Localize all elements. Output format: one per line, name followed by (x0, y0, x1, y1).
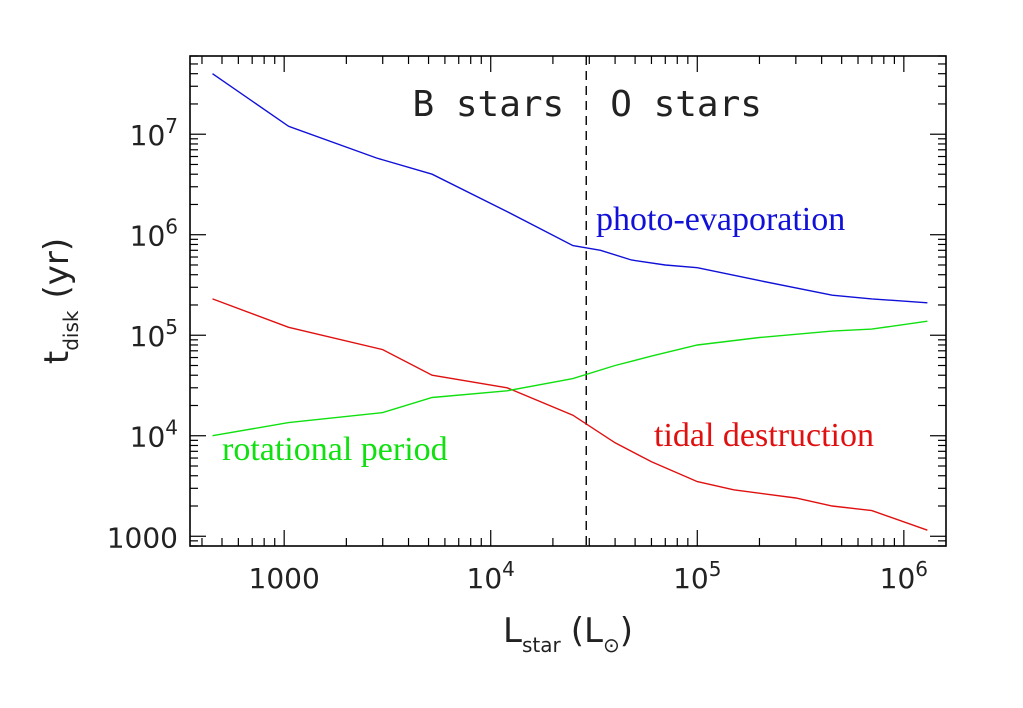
series-lines (212, 73, 928, 531)
series-line-rotational-period (212, 320, 928, 437)
x-tick-label: 106 (880, 557, 928, 595)
series-line-photo-evaporation (212, 73, 928, 304)
y-tick-label: 106 (130, 215, 178, 253)
minor-ticks (190, 55, 946, 547)
series-line-tidal-destruction (212, 298, 928, 531)
y-axis-label: tdisk(yr) (37, 238, 83, 364)
y-tick-labels: 1000 104 105 106 107 (107, 114, 178, 554)
region-label-o-stars: O stars (610, 84, 762, 125)
y-tick-label: 104 (130, 416, 178, 454)
x-tick-label: 1000 (249, 562, 320, 595)
plot-frame (189, 55, 947, 547)
series-label-tidal-destruction: tidal destruction (654, 417, 874, 454)
series-label-photo-evaporation: photo-evaporation (596, 201, 845, 238)
region-label-b-stars: B stars (413, 84, 565, 125)
y-tick-label: 107 (130, 114, 178, 152)
x-tick-label: 105 (673, 557, 721, 595)
y-tick-label: 105 (130, 315, 178, 353)
series-label-rotational-period: rotational period (222, 431, 448, 468)
x-tick-label: 104 (467, 557, 515, 595)
x-axis-label: Lstar (L⊙) (503, 611, 633, 657)
y-tick-label: 1000 (107, 521, 178, 554)
x-tick-labels: 1000 104 105 106 (249, 557, 928, 595)
